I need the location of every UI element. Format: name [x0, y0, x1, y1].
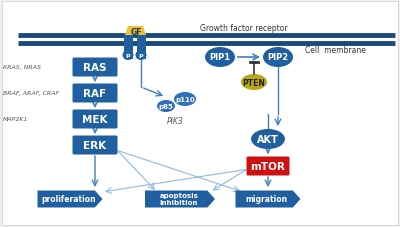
Polygon shape — [236, 191, 300, 207]
Text: p85: p85 — [159, 104, 173, 109]
Ellipse shape — [263, 48, 293, 68]
Ellipse shape — [251, 129, 285, 149]
FancyBboxPatch shape — [72, 84, 118, 103]
FancyBboxPatch shape — [246, 157, 290, 176]
FancyBboxPatch shape — [72, 136, 118, 155]
Text: apoptosis
inhibition: apoptosis inhibition — [160, 193, 198, 206]
Text: proliferation: proliferation — [42, 195, 96, 204]
Text: PIP2: PIP2 — [268, 53, 288, 62]
Text: RAS: RAS — [83, 63, 107, 73]
Ellipse shape — [136, 51, 146, 61]
Ellipse shape — [241, 75, 267, 91]
Text: P: P — [126, 53, 130, 58]
Text: GF: GF — [130, 27, 142, 36]
Ellipse shape — [122, 51, 134, 61]
Text: AKT: AKT — [257, 134, 279, 144]
Text: mTOR: mTOR — [250, 161, 286, 171]
Text: BRAF, ARAF, CRAF: BRAF, ARAF, CRAF — [3, 91, 59, 96]
Text: MEK: MEK — [82, 114, 108, 124]
FancyBboxPatch shape — [72, 58, 118, 77]
Text: Cell  membrane: Cell membrane — [305, 45, 366, 54]
FancyBboxPatch shape — [72, 110, 118, 129]
FancyBboxPatch shape — [124, 34, 133, 60]
Polygon shape — [125, 27, 146, 36]
Ellipse shape — [157, 101, 175, 113]
FancyBboxPatch shape — [137, 34, 146, 60]
Text: migration: migration — [246, 195, 288, 204]
Text: KRAS, NRAS: KRAS, NRAS — [3, 65, 41, 70]
Text: ERK: ERK — [84, 140, 106, 150]
Ellipse shape — [205, 48, 235, 68]
Text: p110: p110 — [175, 96, 195, 103]
Text: P: P — [139, 53, 143, 58]
Polygon shape — [145, 191, 215, 207]
Text: MAP2K1: MAP2K1 — [3, 117, 28, 122]
FancyBboxPatch shape — [2, 2, 398, 225]
Text: Growth factor receptor: Growth factor receptor — [200, 23, 288, 32]
Text: PTEN: PTEN — [242, 78, 266, 87]
Text: RAF: RAF — [84, 89, 106, 99]
Polygon shape — [38, 191, 102, 207]
Ellipse shape — [174, 93, 196, 106]
Text: PIP1: PIP1 — [210, 53, 230, 62]
Text: PIK3: PIK3 — [167, 117, 183, 126]
